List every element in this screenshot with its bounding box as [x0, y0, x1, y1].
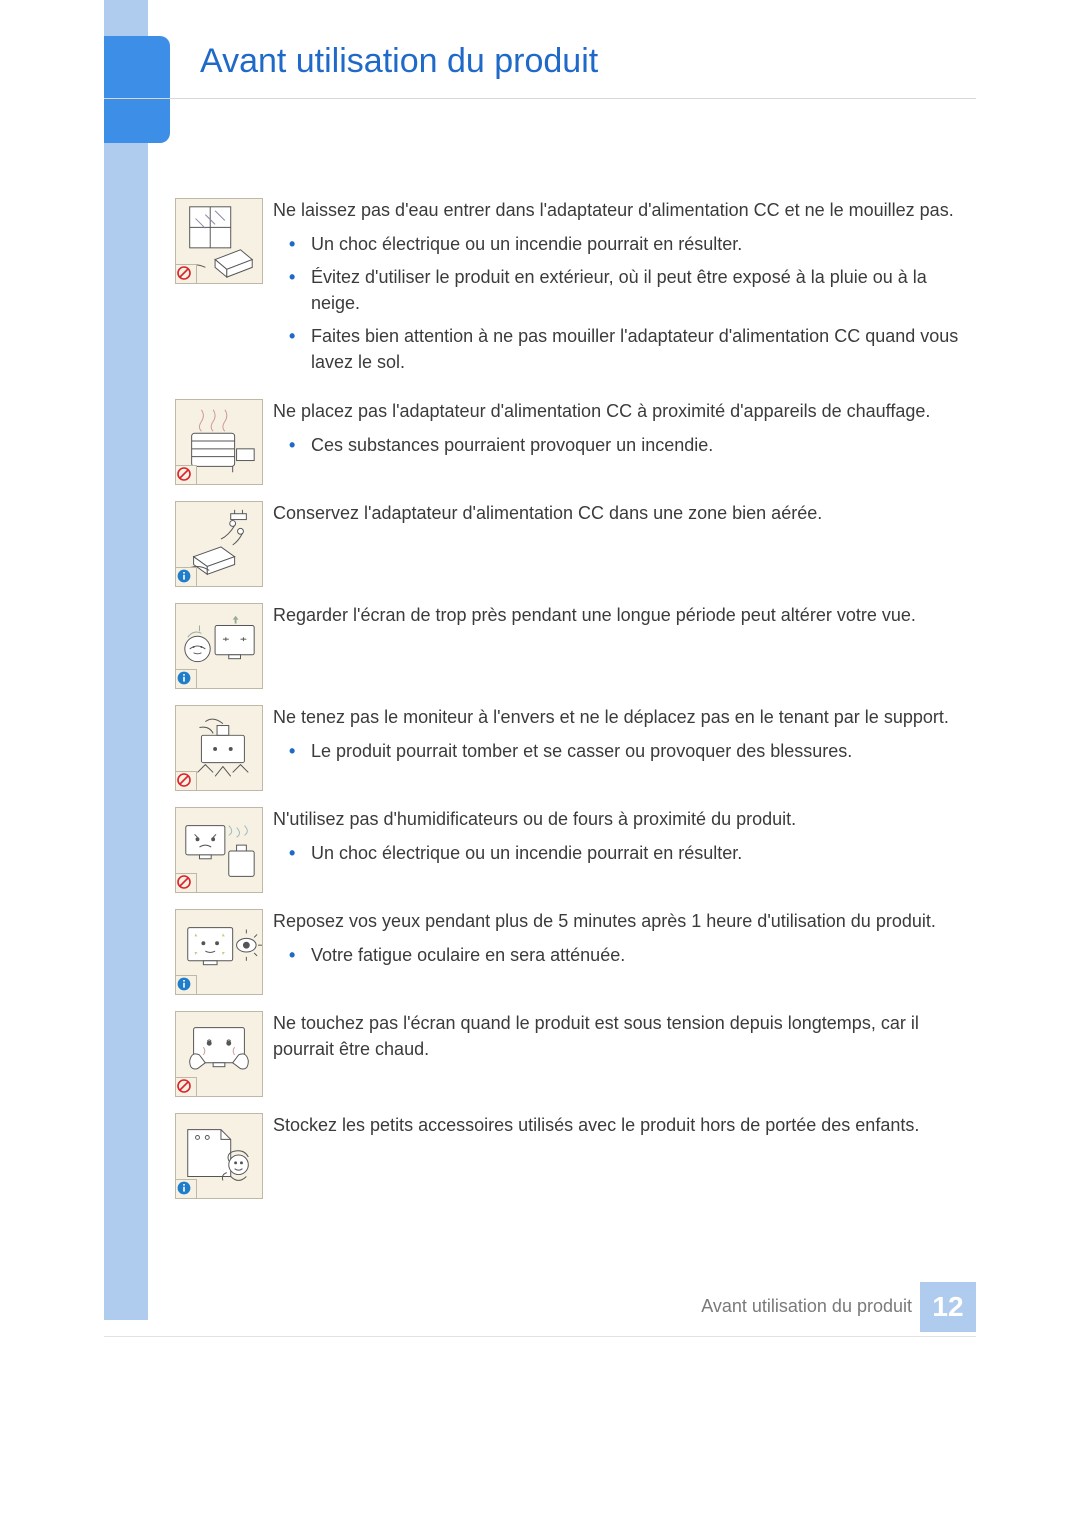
manual-page: Avant utilisation du produit Ne laissez …: [0, 0, 1080, 1527]
header-rule: [104, 98, 976, 99]
warning-bullet: Un choc électrique ou un incendie pourra…: [273, 232, 975, 258]
warning-block: Ne touchez pas l'écran quand le produit …: [175, 1011, 975, 1097]
warning-block: N'utilisez pas d'humidificateurs ou de f…: [175, 807, 975, 893]
warning-bullet: Ces substances pourraient provoquer un i…: [273, 433, 975, 459]
icon-column: [175, 1113, 273, 1199]
warning-lead: Ne touchez pas l'écran quand le produit …: [273, 1011, 975, 1062]
info-badge-icon: [175, 1179, 197, 1199]
humidifier-icon: [175, 807, 263, 893]
hot-screen-icon: [175, 1011, 263, 1097]
warning-bullet: Faites bien attention à ne pas mouiller …: [273, 324, 975, 375]
warning-text: Conservez l'adaptateur d'alimentation CC…: [273, 501, 975, 527]
icon-column: [175, 501, 273, 587]
icon-column: [175, 705, 273, 791]
icon-column: [175, 1011, 273, 1097]
warning-text: Ne touchez pas l'écran quand le produit …: [273, 1011, 975, 1062]
eyes-close-icon: [175, 603, 263, 689]
warning-block: Ne tenez pas le moniteur à l'envers et n…: [175, 705, 975, 791]
warning-lead: Reposez vos yeux pendant plus de 5 minut…: [273, 909, 975, 935]
warning-text: Ne placez pas l'adaptateur d'alimentatio…: [273, 399, 975, 466]
warning-block: Ne laissez pas d'eau entrer dans l'adapt…: [175, 198, 975, 383]
warning-lead: Ne tenez pas le moniteur à l'envers et n…: [273, 705, 975, 731]
warning-block: Regarder l'écran de trop près pendant un…: [175, 603, 975, 689]
warning-bullets: Un choc électrique ou un incendie pourra…: [273, 232, 975, 376]
warning-lead: N'utilisez pas d'humidificateurs ou de f…: [273, 807, 975, 833]
warning-bullets: Ces substances pourraient provoquer un i…: [273, 433, 975, 459]
warning-text: Regarder l'écran de trop près pendant un…: [273, 603, 975, 629]
prohibit-badge-icon: [175, 771, 197, 791]
child-accessories-icon: [175, 1113, 263, 1199]
footer-label: Avant utilisation du produit: [512, 1296, 912, 1317]
warning-block: Ne placez pas l'adaptateur d'alimentatio…: [175, 399, 975, 485]
info-badge-icon: [175, 669, 197, 689]
page-number: 12: [920, 1282, 976, 1332]
warning-text: Stockez les petits accessoires utilisés …: [273, 1113, 975, 1139]
warning-block: Reposez vos yeux pendant plus de 5 minut…: [175, 909, 975, 995]
warning-text: Ne laissez pas d'eau entrer dans l'adapt…: [273, 198, 975, 383]
warning-bullet: Votre fatigue oculaire en sera atténuée.: [273, 943, 975, 969]
heater-icon: [175, 399, 263, 485]
warning-block: Stockez les petits accessoires utilisés …: [175, 1113, 975, 1199]
rest-eyes-icon: [175, 909, 263, 995]
warning-text: Reposez vos yeux pendant plus de 5 minut…: [273, 909, 975, 976]
warning-bullets: Un choc électrique ou un incendie pourra…: [273, 841, 975, 867]
warning-bullet: Un choc électrique ou un incendie pourra…: [273, 841, 975, 867]
icon-column: [175, 909, 273, 995]
warning-block: Conservez l'adaptateur d'alimentation CC…: [175, 501, 975, 587]
warning-bullets: Le produit pourrait tomber et se casser …: [273, 739, 975, 765]
prohibit-badge-icon: [175, 873, 197, 893]
warning-text: N'utilisez pas d'humidificateurs ou de f…: [273, 807, 975, 874]
ventilated-icon: [175, 501, 263, 587]
water-adapter-icon: [175, 198, 263, 284]
warning-bullet: Évitez d'utiliser le produit en extérieu…: [273, 265, 975, 316]
warning-lead: Stockez les petits accessoires utilisés …: [273, 1113, 975, 1139]
warning-bullet: Le produit pourrait tomber et se casser …: [273, 739, 975, 765]
info-badge-icon: [175, 975, 197, 995]
warning-lead: Ne placez pas l'adaptateur d'alimentatio…: [273, 399, 975, 425]
sidebar-tab: [104, 36, 170, 143]
info-badge-icon: [175, 567, 197, 587]
warning-bullets: Votre fatigue oculaire en sera atténuée.: [273, 943, 975, 969]
warning-lead: Ne laissez pas d'eau entrer dans l'adapt…: [273, 198, 975, 224]
icon-column: [175, 198, 273, 284]
content: Ne laissez pas d'eau entrer dans l'adapt…: [175, 198, 975, 1215]
warning-text: Ne tenez pas le moniteur à l'envers et n…: [273, 705, 975, 772]
sidebar-stripe: [104, 0, 148, 1320]
prohibit-badge-icon: [175, 1077, 197, 1097]
warning-lead: Regarder l'écran de trop près pendant un…: [273, 603, 975, 629]
icon-column: [175, 603, 273, 689]
page-title: Avant utilisation du produit: [170, 36, 976, 81]
prohibit-badge-icon: [175, 264, 197, 284]
upside-down-icon: [175, 705, 263, 791]
icon-column: [175, 807, 273, 893]
prohibit-badge-icon: [175, 465, 197, 485]
header: Avant utilisation du produit: [170, 36, 976, 86]
footer-rule: [104, 1336, 976, 1337]
warning-lead: Conservez l'adaptateur d'alimentation CC…: [273, 501, 975, 527]
icon-column: [175, 399, 273, 485]
